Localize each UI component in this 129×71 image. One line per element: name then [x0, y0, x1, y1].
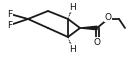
Text: O: O — [104, 12, 111, 22]
Text: F: F — [7, 10, 13, 19]
Text: F: F — [7, 21, 13, 29]
Text: H: H — [70, 2, 76, 12]
Text: O: O — [94, 37, 100, 47]
Polygon shape — [80, 26, 97, 30]
Text: H: H — [70, 45, 76, 54]
